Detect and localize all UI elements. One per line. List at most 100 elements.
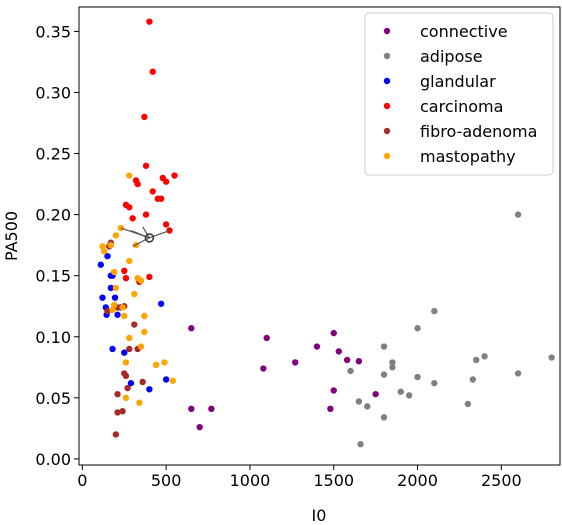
x-axis-label: I0 bbox=[312, 506, 327, 525]
data-point-mastopathy bbox=[99, 243, 106, 250]
data-point-connective bbox=[343, 356, 351, 364]
data-point-mastopathy bbox=[121, 312, 128, 320]
data-point-connective bbox=[188, 405, 195, 413]
data-point-mastopathy bbox=[110, 301, 118, 309]
annotation-line bbox=[132, 237, 150, 247]
data-point-fibro-adenoma bbox=[104, 307, 111, 315]
data-point-carcinoma bbox=[141, 113, 148, 121]
data-point-mastopathy bbox=[131, 290, 138, 298]
y-tick-label: 0.30 bbox=[35, 83, 71, 102]
data-point-adipose bbox=[364, 403, 371, 410]
data-point-fibro-adenoma bbox=[139, 378, 146, 386]
data-point-mastopathy bbox=[119, 304, 126, 311]
data-point-glandular bbox=[109, 345, 116, 353]
y-tick-label: 0.20 bbox=[35, 206, 71, 225]
data-point-mastopathy bbox=[137, 343, 145, 350]
data-point-fibro-adenoma bbox=[122, 372, 130, 380]
legend-label-connective: connective bbox=[420, 22, 508, 41]
data-point-glandular bbox=[157, 300, 165, 307]
data-point-fibro-adenoma bbox=[119, 408, 126, 415]
data-point-mastopathy bbox=[136, 399, 143, 406]
data-point-carcinoma bbox=[134, 180, 141, 188]
x-tick-label: 1000 bbox=[230, 471, 271, 490]
annotation-line bbox=[142, 226, 150, 239]
data-point-mastopathy bbox=[126, 334, 133, 342]
data-point-adipose bbox=[380, 343, 388, 350]
data-point-connective bbox=[208, 405, 215, 413]
y-tick-label: 0.00 bbox=[35, 450, 71, 469]
data-point-adipose bbox=[414, 373, 421, 381]
legend-label-glandular: glandular bbox=[420, 72, 496, 91]
y-tick-label: 0.10 bbox=[35, 328, 71, 347]
legend-label-mastopathy: mastopathy bbox=[420, 147, 516, 166]
data-point-fibro-adenoma bbox=[124, 384, 131, 392]
data-point-carcinoma bbox=[157, 195, 165, 202]
data-point-adipose bbox=[380, 371, 388, 378]
data-point-adipose bbox=[514, 370, 522, 377]
data-point-connective bbox=[263, 334, 270, 342]
data-point-carcinoma bbox=[142, 162, 150, 169]
plot-frame bbox=[78, 6, 561, 466]
y-tick-label: 0.35 bbox=[35, 22, 71, 41]
data-point-mastopathy bbox=[126, 172, 133, 179]
legend: connective adipose glandular carcinoma fibro… bbox=[364, 12, 554, 176]
data-point-connective bbox=[335, 348, 342, 355]
data-point-fibro-adenoma bbox=[126, 345, 133, 353]
data-point-mastopathy bbox=[112, 284, 120, 292]
data-point-mastopathy bbox=[137, 277, 145, 284]
y-tick-label: 0.25 bbox=[35, 145, 71, 164]
data-point-glandular bbox=[97, 261, 104, 268]
data-point-mastopathy bbox=[122, 359, 130, 366]
data-point-adipose bbox=[464, 400, 472, 408]
data-point-carcinoma bbox=[162, 178, 170, 185]
data-point-adipose bbox=[414, 325, 421, 332]
data-point-carcinoma bbox=[146, 18, 153, 25]
data-point-mastopathy bbox=[126, 257, 133, 265]
data-point-mastopathy bbox=[107, 241, 115, 249]
data-point-adipose bbox=[473, 356, 480, 364]
data-point-adipose bbox=[481, 353, 488, 360]
data-point-mastopathy bbox=[122, 394, 130, 402]
data-point-carcinoma bbox=[126, 204, 133, 211]
data-point-carcinoma bbox=[142, 211, 150, 218]
data-point-connective bbox=[260, 365, 267, 372]
data-point-adipose bbox=[514, 211, 522, 218]
x-tick-label: 2000 bbox=[397, 471, 438, 490]
data-point-adipose bbox=[548, 354, 555, 361]
data-point-adipose bbox=[397, 388, 404, 395]
data-point-mastopathy bbox=[141, 328, 148, 336]
legend-label-carcinoma: carcinoma bbox=[420, 97, 503, 116]
data-point-connective bbox=[291, 359, 299, 366]
data-point-glandular bbox=[111, 294, 119, 301]
annotation-line bbox=[130, 229, 150, 239]
legend-marker-connective bbox=[383, 27, 391, 35]
data-point-connective bbox=[355, 357, 363, 365]
data-point-carcinoma bbox=[171, 172, 178, 179]
data-point-mastopathy bbox=[110, 268, 118, 276]
x-axis: 0 500 1000 1500 2000 2500 bbox=[77, 465, 522, 490]
data-point-carcinoma bbox=[162, 221, 170, 228]
data-point-glandular bbox=[107, 284, 115, 292]
y-tick-label: 0.05 bbox=[35, 389, 71, 408]
data-point-adipose bbox=[355, 398, 363, 405]
data-point-mastopathy bbox=[169, 377, 177, 384]
data-point-adipose bbox=[389, 364, 396, 371]
x-tick-label: 1500 bbox=[313, 471, 354, 490]
data-point-connective bbox=[330, 387, 337, 394]
data-point-connective bbox=[327, 405, 334, 413]
legend-marker-mastopathy bbox=[383, 152, 391, 160]
y-tick-label: 0.15 bbox=[35, 267, 71, 286]
data-point-connective bbox=[330, 329, 337, 337]
data-point-adipose bbox=[347, 367, 354, 375]
data-point-connective bbox=[188, 325, 195, 332]
data-point-mastopathy bbox=[109, 306, 116, 314]
x-tick-label: 2500 bbox=[481, 471, 522, 490]
data-points bbox=[97, 18, 555, 448]
data-point-carcinoma bbox=[146, 273, 153, 281]
x-tick-label: 0 bbox=[77, 471, 87, 490]
data-point-fibro-adenoma bbox=[114, 409, 121, 416]
data-point-adipose bbox=[389, 359, 396, 366]
data-point-fibro-adenoma bbox=[112, 431, 120, 438]
legend-box bbox=[364, 12, 554, 176]
